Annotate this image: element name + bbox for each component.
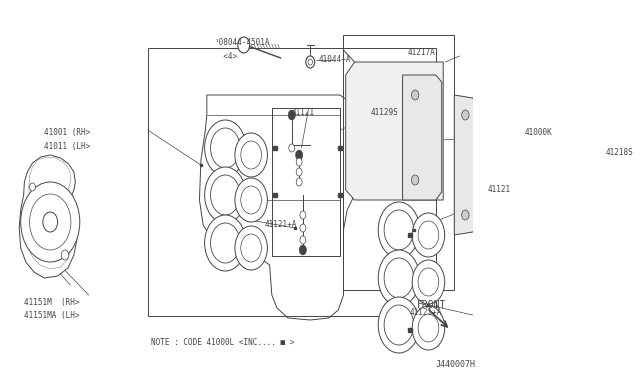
Circle shape [296, 150, 303, 160]
Circle shape [378, 250, 420, 306]
Polygon shape [200, 95, 362, 320]
Polygon shape [403, 75, 442, 200]
Text: J440007H: J440007H [436, 360, 476, 369]
Polygon shape [454, 95, 479, 235]
Circle shape [461, 110, 469, 120]
Circle shape [205, 215, 246, 271]
Text: 41217A: 41217A [408, 48, 435, 57]
Circle shape [308, 59, 312, 65]
Circle shape [412, 213, 445, 257]
Text: 41151MA (LH>: 41151MA (LH> [24, 311, 79, 320]
Circle shape [300, 236, 306, 244]
Text: 41044+A: 41044+A [319, 55, 351, 64]
Text: 41218S: 41218S [605, 148, 634, 157]
Text: 41121: 41121 [292, 108, 315, 117]
Circle shape [288, 110, 296, 120]
Circle shape [300, 211, 306, 219]
Circle shape [300, 224, 306, 232]
Circle shape [296, 158, 302, 166]
Bar [344, 35, 454, 290]
Circle shape [238, 37, 250, 53]
Circle shape [412, 260, 445, 304]
Bar [148, 48, 436, 316]
Text: 41001 (RH>: 41001 (RH> [44, 128, 91, 137]
Text: ¹08044-4501A: ¹08044-4501A [214, 38, 269, 47]
Circle shape [205, 167, 246, 223]
Circle shape [235, 133, 268, 177]
Circle shape [205, 120, 246, 176]
Circle shape [61, 250, 68, 260]
Circle shape [378, 297, 420, 353]
Text: 41000K: 41000K [524, 128, 552, 137]
Circle shape [412, 175, 419, 185]
Text: 41121: 41121 [488, 185, 511, 194]
Circle shape [378, 202, 420, 258]
Circle shape [235, 178, 268, 222]
Text: 41129S: 41129S [371, 108, 399, 117]
Text: FRONT: FRONT [417, 300, 447, 310]
Circle shape [29, 194, 71, 250]
Circle shape [20, 182, 80, 262]
Polygon shape [19, 155, 77, 278]
Circle shape [289, 144, 295, 152]
Circle shape [29, 183, 35, 191]
Text: 41151M  (RH>: 41151M (RH> [24, 298, 79, 307]
Text: 41121+A: 41121+A [410, 308, 442, 317]
Text: 41121+A: 41121+A [264, 220, 297, 229]
Circle shape [412, 90, 419, 100]
Circle shape [235, 226, 268, 270]
Circle shape [43, 212, 58, 232]
Polygon shape [346, 62, 444, 200]
Circle shape [296, 168, 302, 176]
Circle shape [461, 210, 469, 220]
Text: NOTE : CODE 41000L <INC.... ■ >: NOTE : CODE 41000L <INC.... ■ > [152, 338, 295, 347]
Text: 41011 (LH>: 41011 (LH> [44, 142, 91, 151]
Circle shape [299, 245, 307, 255]
Text: <4>: <4> [214, 52, 237, 61]
Circle shape [306, 56, 315, 68]
Circle shape [412, 306, 445, 350]
Circle shape [296, 178, 302, 186]
Bar [272, 108, 340, 256]
